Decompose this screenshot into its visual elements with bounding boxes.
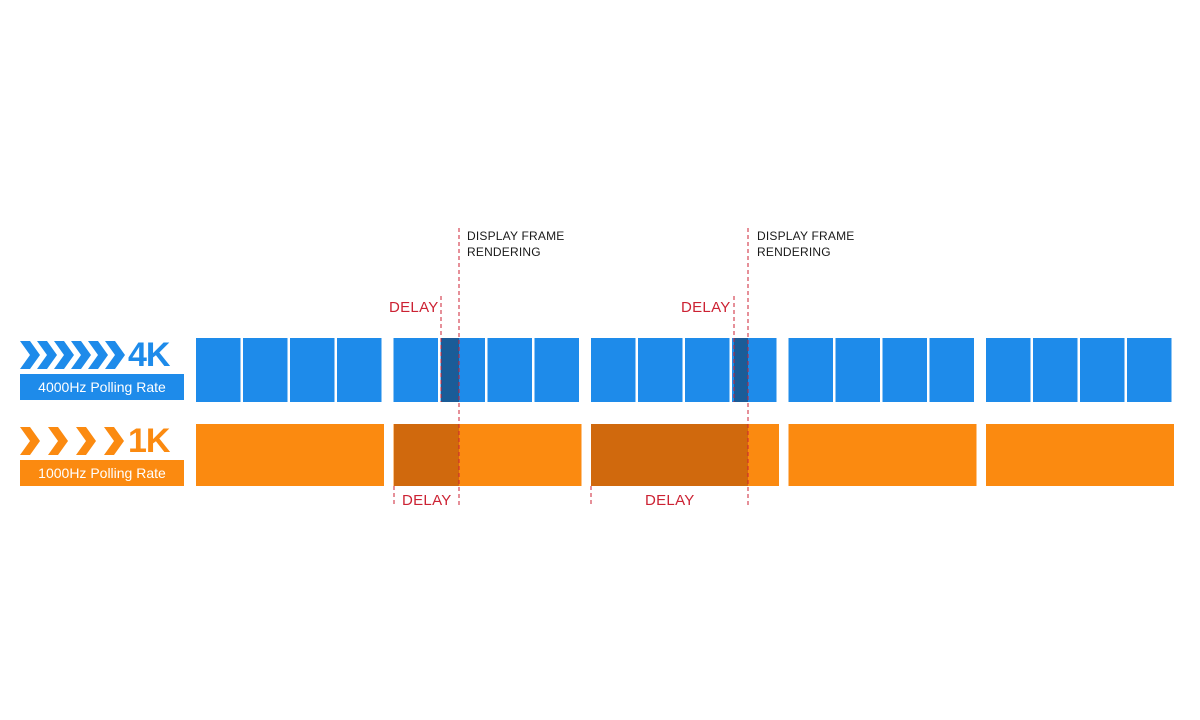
chevron-mark — [88, 341, 108, 369]
blue-cell — [638, 338, 683, 402]
chevron-mark — [48, 427, 68, 455]
chevron-mark — [20, 341, 40, 369]
blue-cell — [591, 338, 636, 402]
blue-cell — [882, 338, 927, 402]
chevron-right-icon — [20, 427, 124, 455]
blue-cell — [1127, 338, 1172, 402]
orange-bar — [986, 424, 1174, 486]
chevron-right-icon — [20, 341, 125, 369]
row-label-1k: 1K 1000Hz Polling Rate — [20, 424, 190, 488]
blue-cell — [835, 338, 880, 402]
chevron-mark — [105, 341, 125, 369]
chevron-mark — [20, 427, 40, 455]
orange-delay-block — [394, 424, 459, 486]
row-subtitle-1k: 1000Hz Polling Rate — [20, 460, 184, 486]
blue-delay-cell — [441, 338, 459, 402]
display-frame-line-2: DISPLAY FRAME RENDERING — [757, 229, 855, 259]
blue-cell — [929, 338, 974, 402]
orange-bar — [788, 424, 977, 486]
delay-label-1k-1: DELAY — [402, 492, 452, 509]
blue-cell — [393, 338, 438, 402]
display-frame-label-2: DISPLAY FRAME RENDERING — [757, 228, 855, 260]
chevron-mark — [54, 341, 74, 369]
blue-cell — [534, 338, 579, 402]
chevron-mark — [71, 341, 91, 369]
row-title-4k: 4K — [128, 336, 170, 374]
delay-label-4k-1: DELAY — [389, 299, 439, 316]
blue-delay-cell — [734, 338, 748, 402]
blue-cell — [337, 338, 382, 402]
chevron-mark — [76, 427, 96, 455]
chevron-mark — [37, 341, 57, 369]
blue-cell — [290, 338, 335, 402]
display-frame-label-1: DISPLAY FRAME RENDERING — [467, 228, 565, 260]
row-label-4k: 4K 4000Hz Polling Rate — [20, 338, 190, 402]
delay-label-4k-2: DELAY — [681, 299, 731, 316]
delay-label-1k-2: DELAY — [645, 492, 695, 509]
blue-cell — [1033, 338, 1078, 402]
blue-cell — [243, 338, 288, 402]
row-title-1k: 1K — [128, 422, 170, 460]
blue-cell — [788, 338, 833, 402]
orange-delay-block — [591, 424, 748, 486]
blue-cell — [1080, 338, 1125, 402]
chevron-mark — [104, 427, 124, 455]
display-frame-line-1: DISPLAY FRAME RENDERING — [467, 229, 565, 259]
row-subtitle-4k: 4000Hz Polling Rate — [20, 374, 184, 400]
blue-cell — [986, 338, 1031, 402]
blue-cell — [487, 338, 532, 402]
blue-cell — [685, 338, 730, 402]
orange-bar — [196, 424, 384, 486]
blue-cell — [196, 338, 241, 402]
